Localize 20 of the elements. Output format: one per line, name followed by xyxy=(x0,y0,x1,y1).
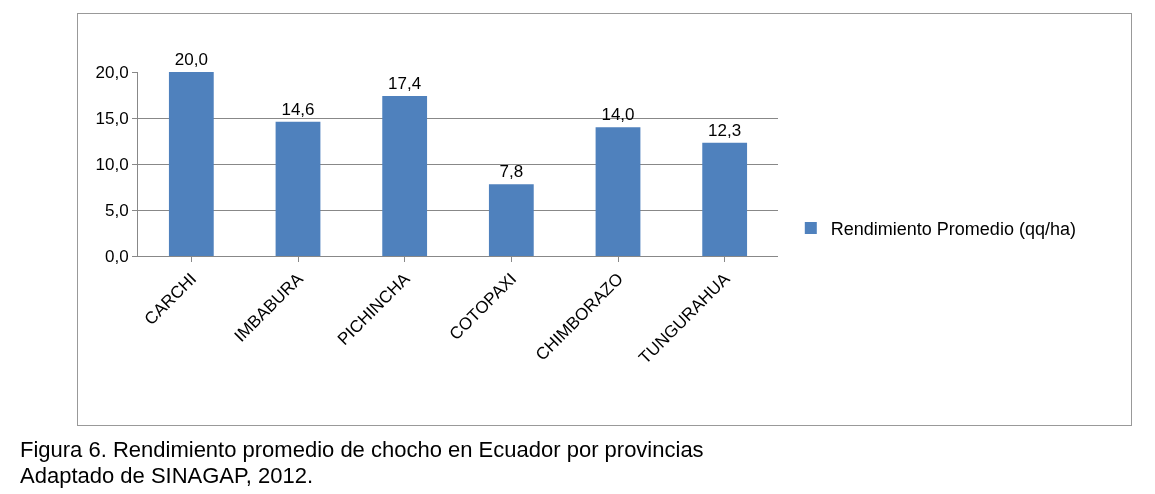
bar xyxy=(488,184,534,256)
data-label: 17,4 xyxy=(388,73,422,93)
bar xyxy=(275,121,321,256)
text: Figura 6. Rendimiento promedio de chocho en Ecuador por provincias xyxy=(20,437,704,462)
bar xyxy=(595,127,641,256)
data-label: 7,8 xyxy=(499,162,524,182)
data-label: 20,0 xyxy=(174,50,208,69)
bar xyxy=(382,95,428,256)
y-tick-label: 20,0 xyxy=(95,62,129,82)
y-tick-label: 0,0 xyxy=(104,246,129,266)
y-tick-label: 5,0 xyxy=(104,200,129,220)
legend-label: Rendimiento Promedio (qq/ha) xyxy=(830,219,1076,240)
data-label: 14,6 xyxy=(281,99,315,119)
y-tick-label: 15,0 xyxy=(95,108,129,128)
bar xyxy=(702,142,748,256)
y-tick-label: 10,0 xyxy=(95,154,129,174)
data-label: 14,0 xyxy=(601,105,635,125)
text: Adaptado de SINAGAP, 2012. xyxy=(20,463,314,488)
bar xyxy=(168,72,214,256)
data-label: 12,3 xyxy=(708,120,742,140)
